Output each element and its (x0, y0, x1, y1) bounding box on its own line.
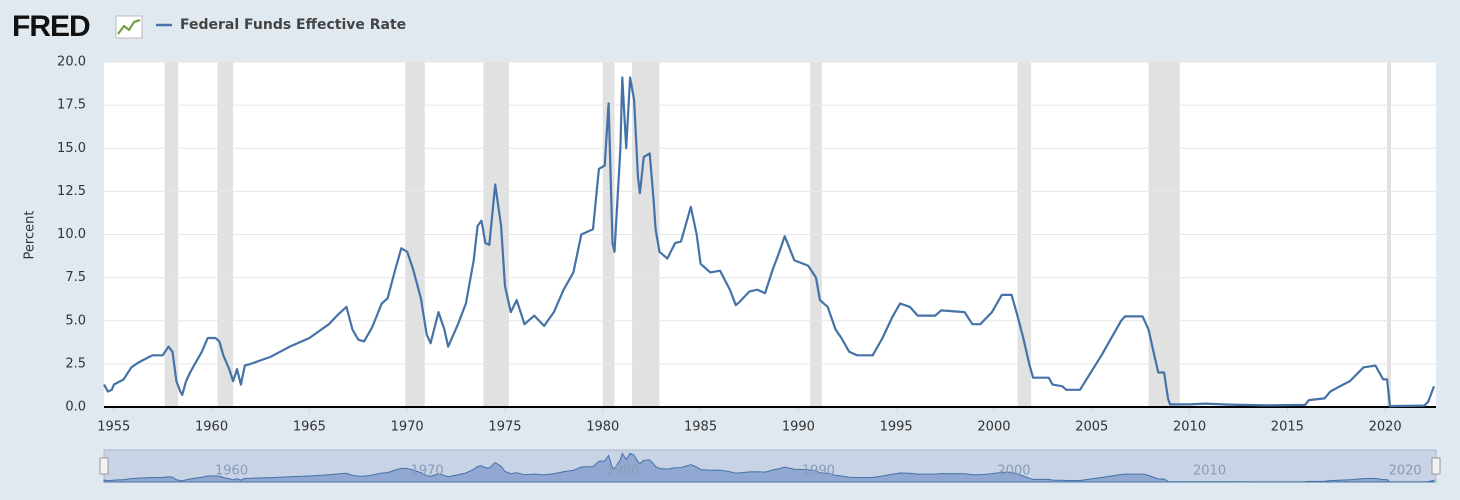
x-tick-label: 1985 (684, 420, 717, 435)
y-tick-label: 12.5 (57, 184, 86, 199)
x-tick-label: 1965 (293, 420, 326, 435)
navigator-tick-label: 2010 (1193, 464, 1226, 479)
x-tick-label: 2015 (1271, 420, 1304, 435)
y-tick-label: 2.5 (65, 356, 86, 371)
y-tick-label: 5.0 (65, 313, 86, 328)
brand-logo: FRED (12, 10, 90, 43)
navigator-area (103, 452, 1435, 483)
y-tick-label: 15.0 (57, 141, 86, 156)
navigator-tick-label: 1990 (802, 464, 835, 479)
navigator-tick-label: 1980 (606, 464, 639, 479)
x-tick-label: 2020 (1369, 420, 1402, 435)
navigator-tick-label: 2000 (997, 464, 1030, 479)
navigator-tick-label: 1960 (215, 464, 248, 479)
y-tick-label: 0.0 (65, 400, 86, 415)
navigator-tick-label: 1970 (411, 464, 444, 479)
x-tick-label: 1975 (488, 420, 521, 435)
x-tick-label: 1970 (391, 420, 424, 435)
x-tick-label: 1955 (97, 420, 130, 435)
x-tick-label: 2000 (977, 420, 1010, 435)
y-axis-label: Percent (23, 211, 38, 260)
navigator-handle (1431, 457, 1441, 475)
x-tick-label: 1995 (880, 420, 913, 435)
x-tick-label: 1990 (782, 420, 815, 435)
navigator-tick-label: 2020 (1389, 464, 1422, 479)
y-tick-label: 20.0 (57, 55, 86, 70)
y-tick-label: 7.5 (65, 270, 86, 285)
y-tick-label: 17.5 (57, 98, 86, 113)
x-tick-label: 1960 (195, 420, 228, 435)
series-line (103, 76, 1436, 408)
navigator-handle (99, 457, 109, 475)
x-tick-label: 2005 (1075, 420, 1108, 435)
logo-icon (115, 15, 143, 39)
y-tick-label: 10.0 (57, 227, 86, 242)
legend-label: Federal Funds Effective Rate (180, 17, 406, 33)
x-tick-label: 2010 (1173, 420, 1206, 435)
x-tick-label: 1980 (586, 420, 619, 435)
